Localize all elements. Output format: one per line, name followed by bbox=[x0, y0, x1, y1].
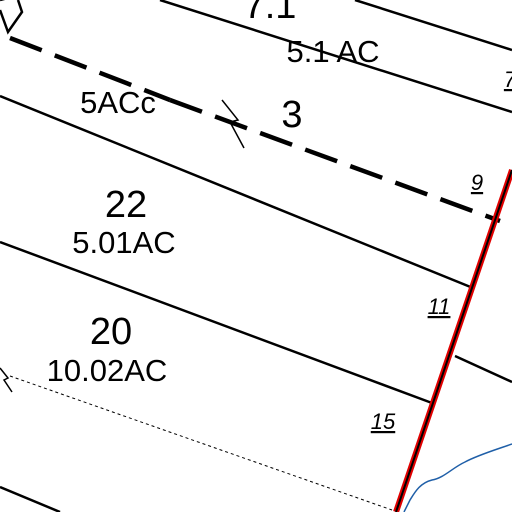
lot-line-between-7-1-and-3 bbox=[159, 0, 512, 114]
lot-line-22-bottom bbox=[0, 240, 433, 405]
line-break-icon bbox=[0, 367, 13, 393]
parcel-id-20: 20 bbox=[90, 311, 132, 353]
lot-line-top-corner bbox=[0, 0, 24, 35]
dashed-boundary bbox=[9, 35, 501, 224]
lot-line-right-short bbox=[454, 354, 512, 384]
dotted-boundary bbox=[9, 375, 393, 511]
road-number-11: 11 bbox=[428, 294, 451, 319]
lot-line-bottom-left bbox=[0, 485, 61, 512]
parcel-area-7-1: 5.1 AC bbox=[286, 34, 379, 69]
road-number-15: 15 bbox=[371, 409, 396, 434]
stream-line bbox=[403, 443, 512, 512]
road-number-9: 9 bbox=[471, 170, 483, 195]
parcel-area-3: 5ACc bbox=[80, 85, 156, 120]
lot-line-3-bottom bbox=[0, 94, 474, 290]
line-break-icon bbox=[221, 99, 245, 149]
parcel-id-3: 3 bbox=[281, 94, 302, 136]
parcel-id-22: 22 bbox=[105, 184, 147, 226]
road-number-7: 7 bbox=[504, 67, 512, 92]
lot-line-top-1 bbox=[354, 0, 512, 52]
road-casing bbox=[393, 169, 512, 512]
parcel-area-20: 10.02AC bbox=[47, 353, 168, 388]
parcel-area-22: 5.01AC bbox=[72, 225, 175, 260]
parcel-id-7-1: 7.1 bbox=[244, 0, 297, 27]
